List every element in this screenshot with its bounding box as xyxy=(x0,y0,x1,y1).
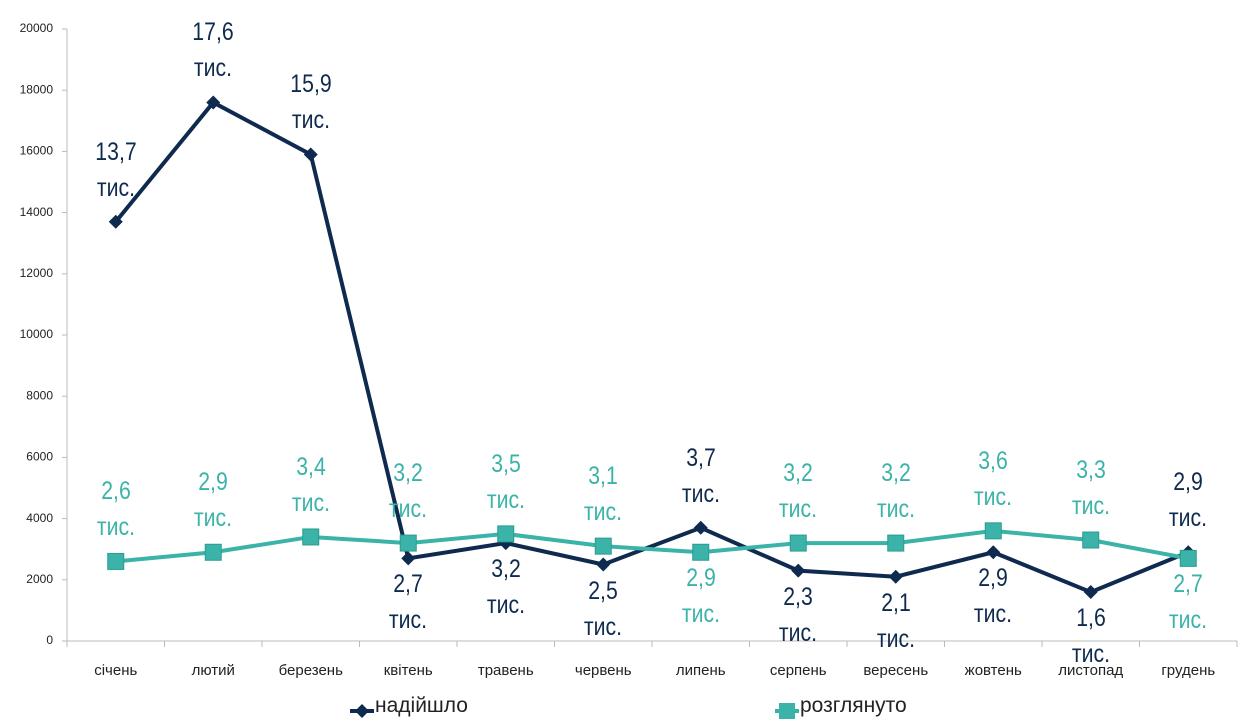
data-label: 2,7 тис. xyxy=(1169,570,1208,635)
data-label: 3,2 тис. xyxy=(779,459,818,524)
legend-marker xyxy=(779,703,795,719)
y-tick-label: 6000 xyxy=(26,450,53,464)
data-label: 2,6 тис. xyxy=(96,477,135,542)
marker xyxy=(596,557,611,572)
marker xyxy=(399,534,417,552)
data-label: 3,7 тис. xyxy=(681,443,720,508)
data-label: 13,7 тис. xyxy=(95,137,137,202)
data-label: 2,1 тис. xyxy=(876,588,915,653)
marker xyxy=(791,563,806,578)
marker xyxy=(887,534,905,552)
data-label: 17,6 тис. xyxy=(192,18,234,83)
y-tick-label: 4000 xyxy=(26,511,53,525)
data-label: 3,4 тис. xyxy=(291,452,330,517)
legend-label: розглянуто xyxy=(800,694,907,717)
x-tick-label: грудень xyxy=(1161,662,1215,679)
marker xyxy=(594,537,612,555)
marker xyxy=(789,534,807,552)
x-tick-label: травень xyxy=(478,662,534,679)
y-tick-label: 16000 xyxy=(20,144,54,158)
marker xyxy=(1083,585,1098,600)
marker xyxy=(497,525,515,543)
marker xyxy=(986,545,1001,560)
marker xyxy=(107,552,125,570)
x-tick-label: вересень xyxy=(863,662,928,679)
data-label: 2,9 тис. xyxy=(194,468,233,533)
y-tick-label: 18000 xyxy=(20,82,54,96)
legend-marker xyxy=(355,704,369,718)
data-label: 2,7 тис. xyxy=(389,570,428,635)
data-label: 1,6 тис. xyxy=(1071,604,1110,669)
marker xyxy=(108,214,123,229)
x-tick-label: липень xyxy=(676,662,726,679)
data-label: 3,1 тис. xyxy=(584,462,623,527)
x-tick-label: жовтень xyxy=(965,662,1022,679)
y-tick-label: 12000 xyxy=(20,266,54,280)
x-tick-label: лютий xyxy=(192,662,235,679)
data-label: 15,9 тис. xyxy=(290,70,332,135)
data-label: 3,5 тис. xyxy=(486,449,525,514)
marker xyxy=(1082,531,1100,549)
data-label: 3,2 тис. xyxy=(389,459,428,524)
marker xyxy=(1179,549,1197,567)
x-tick-label: січень xyxy=(94,662,137,679)
data-label: 3,3 тис. xyxy=(1071,456,1110,521)
x-tick-label: квітень xyxy=(384,662,433,679)
x-tick-label: березень xyxy=(279,662,343,679)
data-label: 3,6 тис. xyxy=(974,446,1013,511)
marker xyxy=(204,543,222,561)
series-line xyxy=(115,528,1189,564)
legend-label: надійшло xyxy=(375,694,468,717)
marker xyxy=(401,551,416,566)
data-label: 2,3 тис. xyxy=(779,582,818,647)
data-label: 2,9 тис. xyxy=(1169,468,1208,533)
x-tick-label: серпень xyxy=(770,662,827,679)
data-label: 2,9 тис. xyxy=(681,564,720,629)
y-tick-label: 2000 xyxy=(26,572,53,586)
marker xyxy=(888,569,903,584)
marker xyxy=(303,147,318,162)
marker xyxy=(302,528,320,546)
y-tick-label: 8000 xyxy=(26,388,53,402)
marker xyxy=(692,543,710,561)
series-line xyxy=(114,99,1190,595)
marker xyxy=(206,95,221,110)
data-label: 2,5 тис. xyxy=(584,576,623,641)
x-tick-label: листопад xyxy=(1058,662,1123,679)
data-label: 3,2 тис. xyxy=(486,555,525,620)
y-tick-label: 14000 xyxy=(20,205,54,219)
y-tick-label: 10000 xyxy=(20,327,54,341)
marker xyxy=(984,522,1002,540)
marker xyxy=(693,520,708,535)
y-tick-label: 0 xyxy=(46,633,53,647)
data-label: 3,2 тис. xyxy=(876,459,915,524)
data-label: 2,9 тис. xyxy=(974,564,1013,629)
y-tick-label: 20000 xyxy=(20,21,54,35)
x-tick-label: червень xyxy=(575,662,632,679)
